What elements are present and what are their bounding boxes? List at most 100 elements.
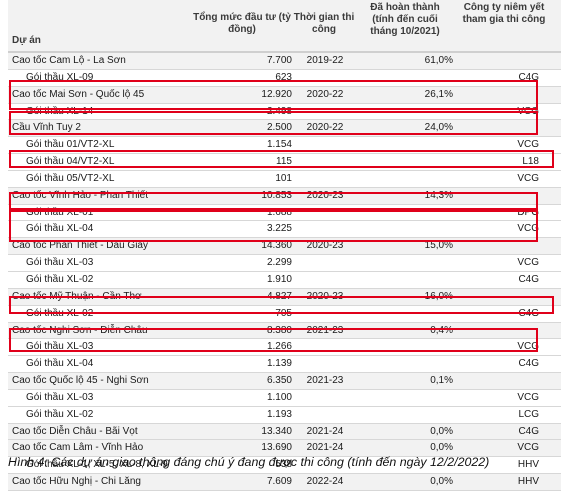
cell-company: HHV (517, 459, 539, 471)
cell-company: C4G (518, 71, 539, 83)
cell-total: 538 (275, 459, 292, 471)
cell-done: 0,0% (430, 476, 453, 488)
cell-company: VCG (517, 172, 539, 184)
package-row: Gói thầu 04/VT2-XL 115 L18 (8, 154, 561, 171)
cell-name: Gói thầu XL-09 (26, 71, 94, 83)
cell-done: 15,0% (424, 240, 453, 252)
cell-done: 26,1% (424, 88, 453, 100)
package-row: Gói thầu 05/VT2-XL 101 VCG (8, 171, 561, 188)
cell-time: 2020-23 (306, 189, 344, 201)
package-row: Gói thầu XL-04 3.225 VCG (8, 221, 561, 239)
cell-done: 0,4% (430, 324, 453, 336)
cell-company: L18 (522, 156, 539, 168)
cell-company: LCG (518, 408, 539, 420)
cell-name: Cao tốc Phan Thiết - Dầu Giây (12, 240, 148, 252)
cell-total: 115 (276, 156, 292, 168)
highlight-box-package-05 (9, 150, 554, 168)
project-row: Cao tốc Quốc lộ 45 - Nghi Sơn 6.350 2021-2… (8, 373, 561, 390)
cell-time: 2020-23 (306, 240, 344, 252)
header-total-investment: Tổng mức đầu tư (tỷ đồng) (193, 12, 291, 35)
cell-name: Cao tốc Nghi Sơn - Diễn Châu (12, 324, 148, 336)
cell-name: Cao tốc Cam Lộ - La Sơn (12, 55, 126, 66)
cell-name: Cao tốc Diễn Châu - Bãi Vọt (12, 425, 138, 437)
package-row: Gói thầu XL-03 2.299 VCG (8, 255, 561, 272)
cell-name: Gói thầu 01/VT2-XL (26, 139, 115, 151)
cell-company: C4G (518, 273, 539, 285)
project-row: Cao tốc Phan Thiết - Dầu Giây 14.360 2020-… (8, 238, 561, 256)
project-row: Cao tốc Cam Lộ - La Sơn 7.700 2019-22 61,0% (8, 53, 561, 70)
cell-total: 1.688 (266, 206, 292, 218)
cell-time: 2021-24 (306, 425, 344, 437)
highlight-box-ql45 (9, 328, 538, 352)
cell-company: C4G (518, 358, 539, 370)
highlight-box-mai-son (9, 80, 538, 110)
project-row: Cao tốc Vĩnh Hảo - Phan Thiết 10.853 2020-… (8, 187, 561, 205)
highlight-box-phan-thiet (9, 210, 538, 242)
project-row: Cao tốc Hữu Nghị - Chi Lăng 7.609 2022-24 0… (8, 474, 561, 491)
figure-caption: Hình 4: Các dự án giao thông đáng chú ý … (8, 455, 490, 469)
cell-name: Gói thầu XL-02 (26, 273, 94, 285)
cell-company: VCG (517, 257, 539, 269)
cell-company: VCG (517, 391, 539, 403)
highlight-box-nghi-son-xl03 (9, 296, 554, 314)
cell-name: Gói thầu XL-03 (26, 257, 94, 269)
cell-total: 1.266 (266, 341, 292, 353)
cell-company: DPG (517, 206, 539, 218)
cell-company: C4G (518, 425, 539, 437)
cell-name: Gói thầu XL-03 (26, 391, 94, 403)
cell-total: 12.920 (261, 88, 292, 100)
projects-table: Dự án Tổng mức đầu tư (tỷ đồng) Thời gia… (8, 0, 561, 491)
header-listed-company: Công ty niêm yết tham gia thi công (462, 2, 546, 25)
cell-time: 2021-23 (306, 324, 344, 336)
cell-total: 1.910 (266, 273, 292, 285)
cell-total: 3.225 (266, 223, 292, 235)
project-row: Cao tốc Nghi Sơn - Diễn Châu 8.380 2021-23… (8, 322, 561, 340)
package-row: Gói thầu XL-04 1.139 C4G (8, 356, 561, 374)
cell-name: Gói thầu XL-1, XL-5, XL-8, XL-9 (26, 459, 168, 471)
cell-company: VCG (517, 139, 539, 151)
package-row: Gói thầu XL-03 1.266 VCG (8, 339, 561, 357)
cell-total: 8.380 (266, 324, 292, 336)
project-row: Cao tốc Cam Lâm - Vĩnh Hảo 13.690 2021-24 0… (8, 440, 561, 458)
cell-time: 2022-24 (306, 476, 344, 488)
cell-done: 14,3% (424, 189, 453, 201)
package-row: Gói thầu XL-01 1.688 DPG (8, 205, 561, 222)
cell-name: Cao tốc Vĩnh Hảo - Phan Thiết (12, 189, 149, 201)
cell-total: 1.193 (266, 408, 292, 420)
cell-company: VCG (517, 442, 539, 454)
cell-name: Gói thầu XL-02 (26, 408, 94, 420)
highlight-box-vinh-tuy (9, 111, 538, 135)
cell-time: 2020-22 (306, 88, 344, 100)
cell-name: Cầu Vĩnh Tuy 2 (12, 122, 81, 134)
cell-name: Gói thầu XL-01 (26, 206, 94, 218)
package-row: Gói thầu XL-09 623 C4G (8, 70, 561, 87)
cell-name: Cao tốc Quốc lộ 45 - Nghi Sơn (12, 375, 149, 387)
cell-done: 0,1% (430, 375, 453, 387)
cell-company: HHV (517, 476, 539, 488)
cell-name: Gói thầu 05/VT2-XL (26, 172, 115, 184)
package-row: Gói thầu 01/VT2-XL 1.154 VCG (8, 137, 561, 155)
cell-total: 1.100 (266, 391, 292, 403)
cell-total: 1.154 (266, 139, 292, 151)
table-header: Dự án Tổng mức đầu tư (tỷ đồng) Thời gia… (8, 0, 561, 53)
cell-company: VCG (517, 341, 539, 353)
cell-total: 2.299 (266, 257, 292, 269)
cell-total: 13.340 (261, 425, 292, 437)
project-row: Cao tốc Diễn Châu - Bãi Vọt 13.340 2021-24… (8, 423, 561, 441)
highlight-box-vinh-hao-xl04 (9, 192, 538, 210)
cell-total: 14.360 (261, 240, 292, 252)
cell-done: 24,0% (424, 122, 453, 134)
cell-name: Cao tốc Cam Lâm - Vĩnh Hảo (12, 442, 144, 454)
cell-name: Cao tốc Mai Sơn - Quốc lộ 45 (12, 88, 145, 100)
cell-total: 101 (275, 172, 292, 184)
package-row: Gói thầu XL-1, XL-5, XL-8, XL-9 538 HHV (8, 457, 561, 475)
package-row: Gói thầu XL-02 1.910 C4G (8, 272, 561, 289)
cell-total: 7.609 (266, 476, 292, 488)
header-project: Dự án (12, 35, 41, 46)
cell-total: 2.500 (266, 122, 292, 134)
header-completed: Đã hoàn thành (tính đến cuối tháng 10/20… (370, 2, 440, 37)
cell-done: 0,0% (430, 442, 453, 454)
cell-name: Gói thầu 04/VT2-XL (26, 156, 115, 168)
package-row: Gói thầu XL-02 1.193 LCG (8, 407, 561, 424)
cell-total: 13.690 (261, 442, 292, 454)
